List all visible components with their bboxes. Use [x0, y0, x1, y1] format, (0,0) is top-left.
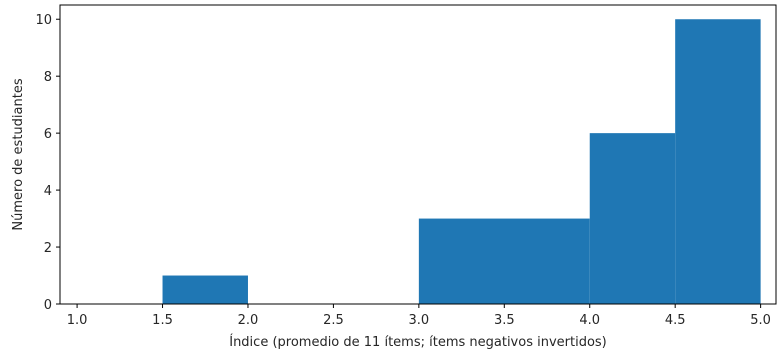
plot-frame [59, 4, 777, 305]
histogram-bar [675, 19, 761, 304]
bars-group [162, 19, 761, 304]
x-tick-label: 2.0 [238, 313, 259, 328]
y-tick-label: 0 [44, 298, 52, 313]
x-axis-label: Índice (promedio de 11 ítems; ítems nega… [229, 334, 607, 350]
y-tick-label: 8 [44, 70, 52, 85]
x-axis-ticks: 1.0 1.5 2.0 2.5 3.0 3.5 4.0 4.5 5.0 [67, 304, 771, 328]
x-tick-label: 4.0 [579, 313, 600, 328]
x-tick-label: 5.0 [750, 313, 771, 328]
x-tick-label: 1.0 [67, 313, 88, 328]
y-tick-label: 10 [35, 13, 52, 28]
y-tick-label: 2 [44, 241, 52, 256]
y-tick-label: 4 [44, 184, 52, 199]
histogram-bar [418, 218, 590, 304]
x-tick-label: 2.5 [323, 313, 344, 328]
x-tick-label: 3.5 [494, 313, 515, 328]
x-tick-label: 3.0 [409, 313, 430, 328]
histogram-bar [589, 133, 676, 304]
x-tick-label: 1.5 [152, 313, 173, 328]
histogram-bar [162, 275, 248, 304]
y-axis-ticks: 0 2 4 6 8 10 [35, 13, 60, 313]
x-tick-label: 4.5 [665, 313, 686, 328]
y-tick-label: 6 [44, 127, 52, 142]
y-axis-label: Número de estudiantes [11, 78, 26, 230]
